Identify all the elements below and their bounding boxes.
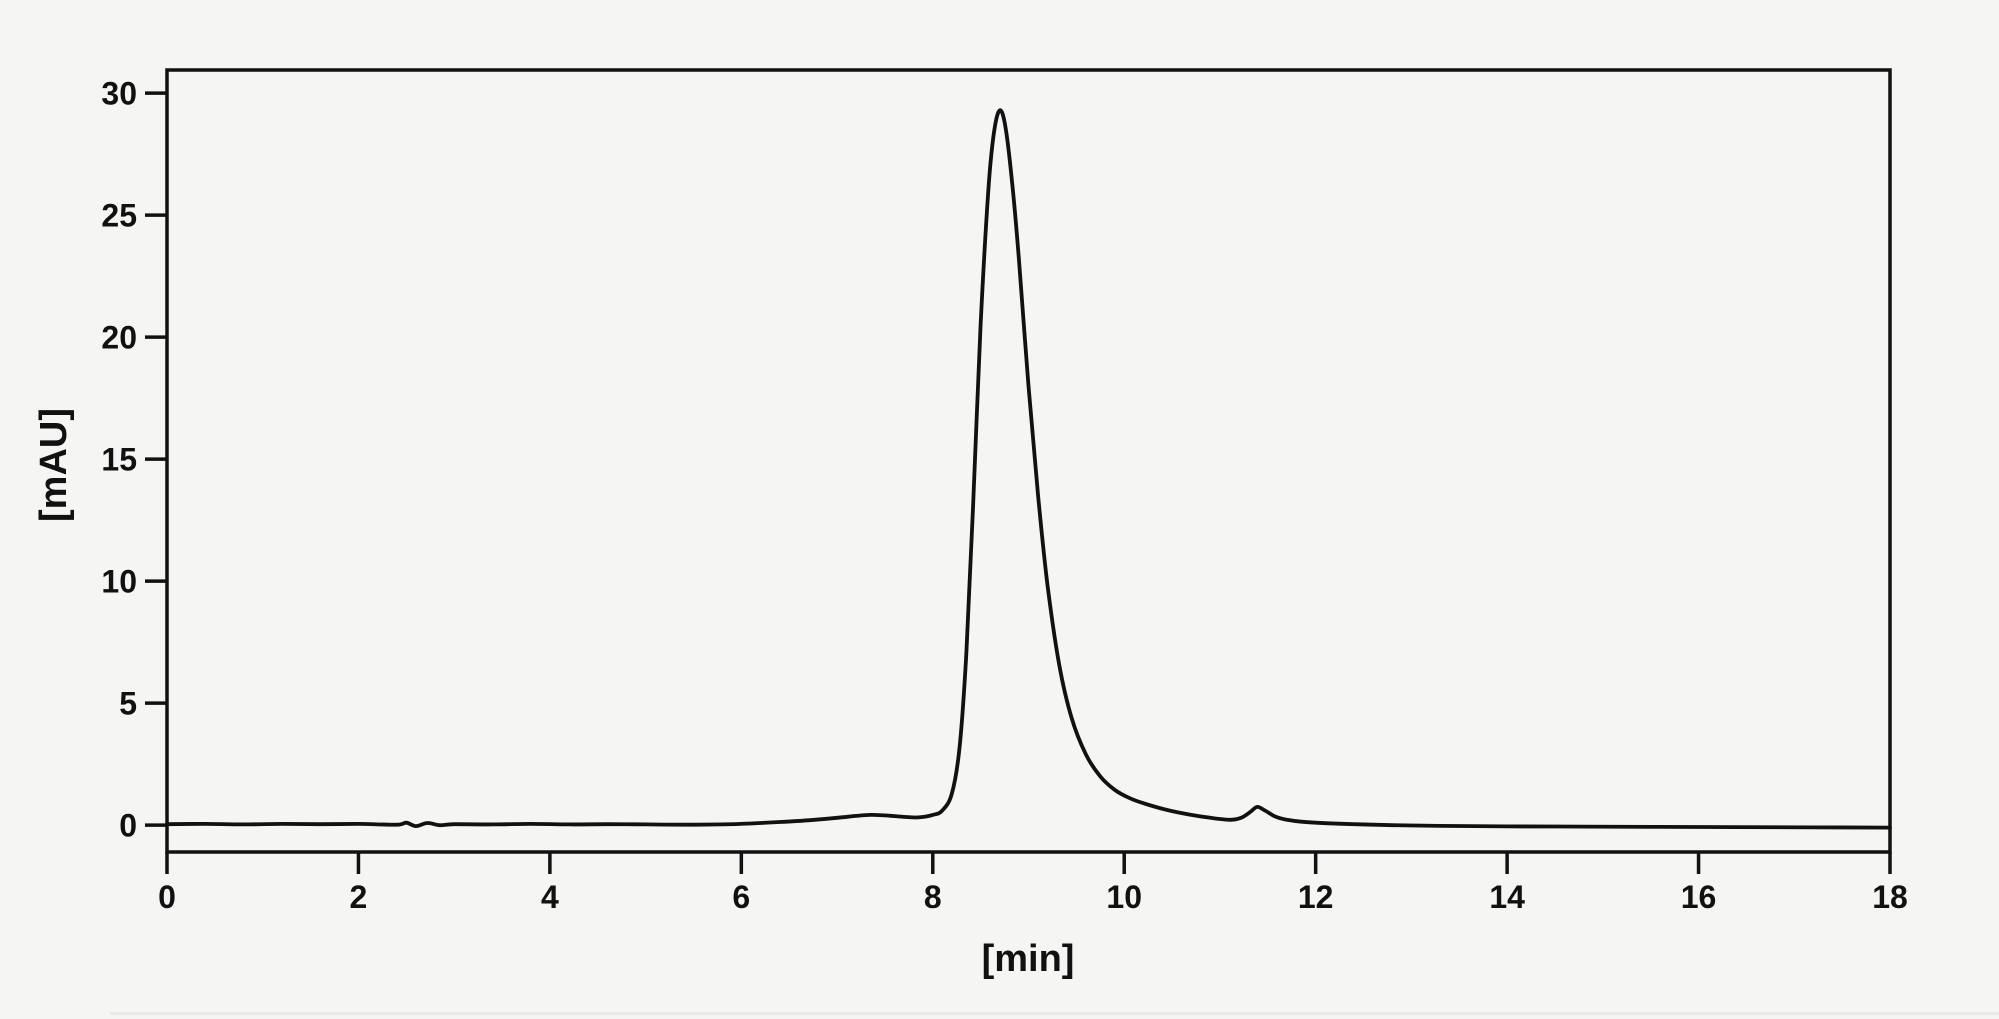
x-tick-label: 8 — [924, 879, 942, 915]
x-tick-label: 10 — [1106, 879, 1142, 915]
y-tick-label: 30 — [101, 76, 137, 112]
signal-trace — [165, 108, 1892, 830]
x-tick-label: 6 — [732, 879, 750, 915]
x-tick-label: 14 — [1489, 879, 1525, 915]
y-tick-label: 20 — [101, 320, 137, 356]
x-tick-label: 0 — [158, 879, 176, 915]
x-tick-label: 12 — [1298, 879, 1334, 915]
x-tick-label: 2 — [350, 879, 368, 915]
x-tick-label: 4 — [541, 879, 559, 915]
y-tick-label: 5 — [119, 686, 137, 722]
x-tick-label: 18 — [1872, 879, 1908, 915]
y-tick-label: 25 — [101, 198, 137, 234]
scan-artifact — [110, 1012, 1999, 1015]
y-tick-label: 10 — [101, 564, 137, 600]
x-axis-ticks: 0 2 4 6 8 10 12 14 16 18 — [158, 852, 1908, 915]
y-tick-label: 15 — [101, 442, 137, 478]
x-tick-label: 16 — [1681, 879, 1717, 915]
y-axis-label: [mAU] — [33, 408, 75, 522]
y-tick-label: 0 — [119, 808, 137, 844]
x-axis-label: [min] — [982, 938, 1075, 980]
plot-frame — [165, 68, 1892, 854]
y-axis-ticks: 0 5 10 15 20 25 30 — [101, 76, 167, 844]
